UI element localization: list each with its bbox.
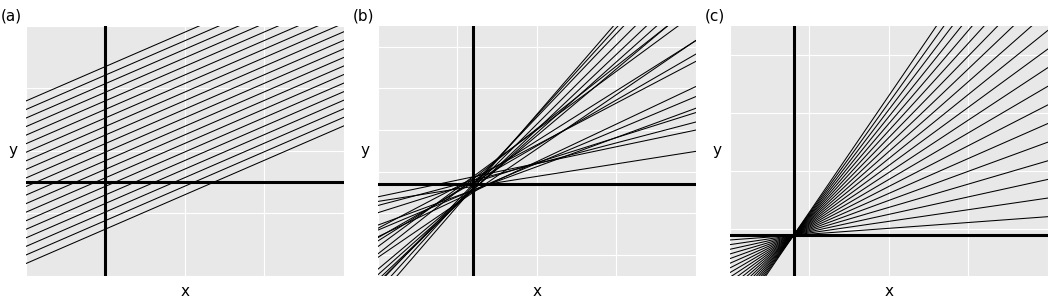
Text: (a): (a) — [1, 8, 22, 23]
Y-axis label: y: y — [360, 143, 370, 158]
Text: (c): (c) — [704, 8, 724, 23]
Y-axis label: y: y — [713, 143, 721, 158]
X-axis label: x: x — [884, 284, 893, 299]
Y-axis label: y: y — [8, 143, 17, 158]
X-axis label: x: x — [181, 284, 189, 299]
X-axis label: x: x — [532, 284, 542, 299]
Text: (b): (b) — [353, 8, 374, 23]
